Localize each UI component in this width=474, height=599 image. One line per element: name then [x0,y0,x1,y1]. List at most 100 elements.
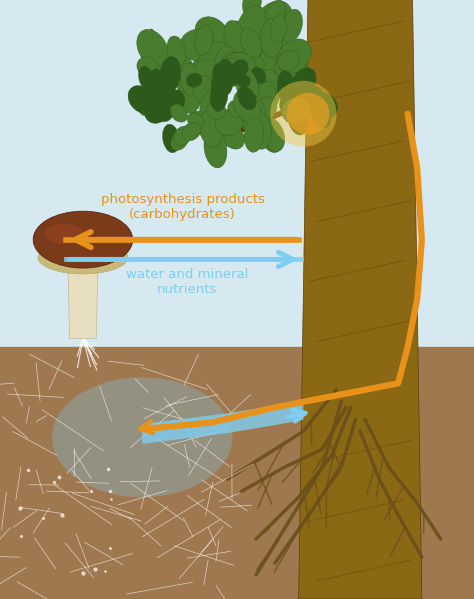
Polygon shape [142,400,303,444]
Bar [0,347,474,599]
Ellipse shape [287,93,329,135]
Ellipse shape [225,21,250,65]
Ellipse shape [224,20,246,55]
Ellipse shape [249,23,288,59]
Ellipse shape [157,90,185,117]
Ellipse shape [218,52,250,82]
Ellipse shape [259,118,283,153]
Ellipse shape [241,93,266,128]
Ellipse shape [242,110,268,134]
Ellipse shape [145,94,173,123]
Ellipse shape [252,97,277,123]
Ellipse shape [253,1,292,44]
Ellipse shape [302,86,322,104]
Ellipse shape [300,87,328,114]
Ellipse shape [308,97,326,115]
Ellipse shape [157,72,172,98]
Ellipse shape [228,101,246,118]
Ellipse shape [146,99,166,119]
Ellipse shape [252,67,266,84]
Ellipse shape [260,49,279,81]
Ellipse shape [167,36,186,66]
Ellipse shape [194,25,213,56]
Ellipse shape [243,54,264,73]
Ellipse shape [244,118,264,152]
Ellipse shape [180,29,214,60]
Ellipse shape [178,70,202,113]
Ellipse shape [216,46,235,68]
Ellipse shape [282,98,310,123]
Polygon shape [299,0,422,599]
Ellipse shape [215,109,244,135]
Ellipse shape [280,93,292,112]
Ellipse shape [33,211,133,268]
Ellipse shape [186,73,202,87]
Ellipse shape [274,55,304,81]
Ellipse shape [200,90,223,130]
Ellipse shape [159,57,181,93]
Ellipse shape [283,92,301,122]
Ellipse shape [187,113,204,129]
Bar [0,0,474,347]
Ellipse shape [232,43,264,94]
Ellipse shape [237,74,250,87]
Ellipse shape [282,57,308,81]
Ellipse shape [192,59,215,83]
Ellipse shape [163,124,180,153]
Ellipse shape [222,65,242,84]
Ellipse shape [182,122,201,141]
Ellipse shape [170,104,188,122]
Ellipse shape [220,58,244,79]
Ellipse shape [137,29,169,68]
Ellipse shape [291,68,316,100]
Ellipse shape [176,66,200,92]
Ellipse shape [278,50,299,71]
Ellipse shape [249,111,271,149]
Ellipse shape [212,71,228,89]
Ellipse shape [258,69,281,110]
Ellipse shape [212,71,228,98]
Polygon shape [68,261,98,338]
Ellipse shape [45,223,83,244]
Ellipse shape [171,131,189,150]
Ellipse shape [213,63,232,91]
Ellipse shape [229,60,248,80]
Ellipse shape [210,81,228,111]
Ellipse shape [147,69,170,90]
Ellipse shape [176,56,196,86]
Ellipse shape [155,99,172,116]
Ellipse shape [278,71,295,101]
Ellipse shape [282,10,302,42]
Ellipse shape [261,18,283,58]
Ellipse shape [243,0,262,18]
Ellipse shape [128,86,155,113]
Ellipse shape [256,82,271,108]
Ellipse shape [241,28,262,58]
Ellipse shape [149,69,164,94]
Ellipse shape [204,129,227,168]
Ellipse shape [242,93,265,127]
Ellipse shape [138,87,164,116]
Ellipse shape [173,126,192,145]
Ellipse shape [137,57,159,78]
Ellipse shape [142,90,167,118]
Ellipse shape [207,111,232,135]
Ellipse shape [146,77,166,110]
Ellipse shape [260,44,291,78]
Ellipse shape [288,101,308,135]
Ellipse shape [311,92,337,118]
Ellipse shape [211,69,229,98]
Ellipse shape [206,101,226,119]
Ellipse shape [189,111,213,135]
Ellipse shape [143,94,169,119]
Ellipse shape [237,87,256,110]
Ellipse shape [233,90,260,123]
Ellipse shape [147,93,173,122]
Ellipse shape [195,17,229,50]
Ellipse shape [228,52,246,86]
Ellipse shape [181,63,200,96]
Ellipse shape [277,39,311,74]
Ellipse shape [216,59,233,87]
Ellipse shape [52,377,232,497]
Ellipse shape [282,92,300,123]
